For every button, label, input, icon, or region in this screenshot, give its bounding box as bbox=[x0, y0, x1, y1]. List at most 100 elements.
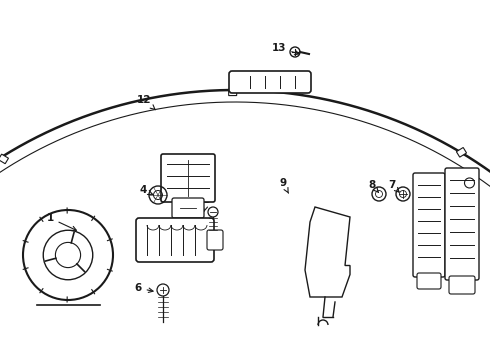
Polygon shape bbox=[425, 136, 433, 148]
Polygon shape bbox=[46, 131, 54, 144]
Polygon shape bbox=[240, 90, 244, 102]
Text: 12: 12 bbox=[137, 95, 155, 110]
Polygon shape bbox=[467, 160, 476, 172]
Bar bbox=[0, 154, 8, 164]
Text: 3: 3 bbox=[203, 195, 211, 211]
Polygon shape bbox=[456, 153, 465, 165]
Polygon shape bbox=[243, 90, 246, 102]
Polygon shape bbox=[340, 103, 345, 116]
Text: 11: 11 bbox=[412, 175, 426, 191]
Polygon shape bbox=[187, 92, 191, 105]
Text: 2: 2 bbox=[174, 163, 182, 179]
Polygon shape bbox=[108, 108, 115, 120]
Polygon shape bbox=[170, 94, 175, 107]
Polygon shape bbox=[380, 116, 387, 129]
Polygon shape bbox=[127, 103, 134, 115]
Polygon shape bbox=[55, 127, 63, 139]
Polygon shape bbox=[22, 143, 31, 156]
Polygon shape bbox=[213, 90, 217, 103]
Polygon shape bbox=[34, 137, 43, 149]
Polygon shape bbox=[237, 90, 240, 102]
Polygon shape bbox=[118, 105, 124, 117]
Polygon shape bbox=[137, 100, 143, 113]
Polygon shape bbox=[472, 164, 482, 176]
Polygon shape bbox=[475, 166, 485, 177]
Polygon shape bbox=[58, 126, 66, 138]
FancyBboxPatch shape bbox=[449, 276, 475, 294]
Polygon shape bbox=[442, 145, 451, 157]
Polygon shape bbox=[295, 94, 300, 107]
Text: 5: 5 bbox=[138, 223, 146, 239]
Polygon shape bbox=[196, 91, 201, 104]
Polygon shape bbox=[311, 97, 317, 109]
Polygon shape bbox=[355, 108, 362, 120]
Polygon shape bbox=[89, 114, 96, 126]
Polygon shape bbox=[279, 92, 283, 105]
Polygon shape bbox=[489, 175, 490, 187]
Polygon shape bbox=[330, 101, 336, 113]
Polygon shape bbox=[407, 127, 415, 139]
Polygon shape bbox=[383, 117, 390, 130]
Polygon shape bbox=[410, 129, 418, 141]
Polygon shape bbox=[17, 147, 25, 158]
Polygon shape bbox=[263, 91, 267, 103]
Polygon shape bbox=[483, 171, 490, 183]
Polygon shape bbox=[266, 91, 270, 103]
Polygon shape bbox=[144, 99, 149, 111]
Polygon shape bbox=[308, 96, 313, 109]
Polygon shape bbox=[52, 129, 60, 141]
Polygon shape bbox=[453, 152, 462, 163]
Polygon shape bbox=[416, 131, 424, 144]
Polygon shape bbox=[275, 92, 280, 104]
Text: 9: 9 bbox=[279, 178, 289, 193]
Polygon shape bbox=[478, 168, 488, 179]
Polygon shape bbox=[0, 157, 8, 168]
Polygon shape bbox=[134, 101, 140, 113]
Polygon shape bbox=[71, 121, 78, 133]
Text: 1: 1 bbox=[47, 213, 76, 230]
Polygon shape bbox=[301, 95, 306, 108]
Polygon shape bbox=[150, 98, 156, 110]
Polygon shape bbox=[61, 125, 69, 137]
Polygon shape bbox=[428, 137, 436, 149]
FancyBboxPatch shape bbox=[413, 173, 445, 277]
Polygon shape bbox=[177, 94, 182, 106]
Polygon shape bbox=[465, 158, 473, 170]
Polygon shape bbox=[368, 112, 374, 124]
Polygon shape bbox=[207, 91, 211, 103]
Polygon shape bbox=[233, 90, 237, 102]
FancyBboxPatch shape bbox=[136, 218, 214, 262]
Polygon shape bbox=[374, 114, 381, 126]
Polygon shape bbox=[183, 93, 188, 105]
Bar bbox=[456, 148, 466, 157]
Polygon shape bbox=[459, 155, 468, 167]
Polygon shape bbox=[220, 90, 223, 102]
Polygon shape bbox=[96, 112, 102, 124]
Polygon shape bbox=[346, 105, 352, 117]
Text: 6: 6 bbox=[134, 283, 153, 293]
Polygon shape bbox=[2, 155, 11, 167]
Polygon shape bbox=[141, 100, 147, 112]
Polygon shape bbox=[439, 143, 448, 156]
Text: 10: 10 bbox=[428, 173, 447, 186]
Polygon shape bbox=[154, 97, 159, 109]
Polygon shape bbox=[285, 93, 290, 105]
Polygon shape bbox=[223, 90, 227, 102]
Polygon shape bbox=[298, 95, 303, 107]
Polygon shape bbox=[447, 148, 457, 160]
Polygon shape bbox=[14, 148, 23, 160]
Polygon shape bbox=[74, 120, 81, 132]
Polygon shape bbox=[253, 90, 257, 103]
Polygon shape bbox=[200, 91, 204, 103]
Polygon shape bbox=[392, 121, 399, 133]
Text: 7: 7 bbox=[388, 180, 399, 192]
Polygon shape bbox=[401, 125, 409, 137]
Polygon shape bbox=[98, 111, 105, 123]
Polygon shape bbox=[256, 90, 260, 103]
Polygon shape bbox=[314, 98, 319, 110]
Polygon shape bbox=[349, 106, 355, 118]
FancyBboxPatch shape bbox=[161, 154, 215, 202]
Polygon shape bbox=[352, 107, 359, 119]
Polygon shape bbox=[194, 92, 197, 104]
Polygon shape bbox=[173, 94, 178, 106]
